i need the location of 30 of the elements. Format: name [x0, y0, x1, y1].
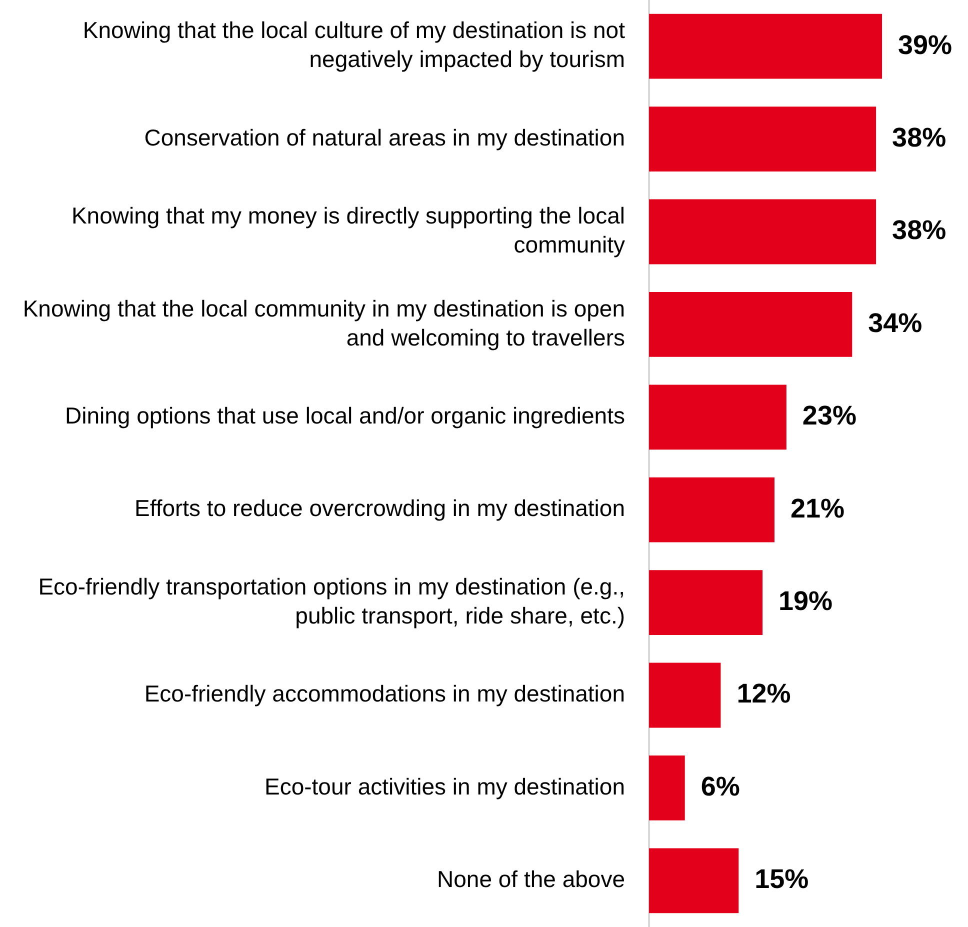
y-tick-label: Eco-friendly accommodations in my destination — [144, 680, 625, 707]
bar — [649, 570, 763, 635]
bar — [649, 662, 721, 728]
bar — [649, 477, 774, 542]
y-tick-label: Eco-tour activities in my destination — [264, 773, 625, 800]
data-label: 39% — [898, 30, 952, 60]
bar — [649, 384, 786, 450]
data-label: 21% — [790, 493, 845, 524]
bar — [649, 14, 882, 79]
data-label: 38% — [892, 122, 946, 153]
data-label: 15% — [754, 864, 809, 894]
bar — [649, 106, 876, 172]
bar — [649, 292, 852, 357]
bar — [649, 848, 739, 914]
y-tick-label: Dining options that use local and/or organic ingredients — [64, 402, 625, 428]
data-label: 23% — [802, 400, 856, 431]
y-tick-label: Eco-friendly transportation options in my destination (e.g., public transport, ride share, etc.) — [38, 573, 625, 628]
y-tick-label: Knowing that my money is directly supporting the local community — [71, 202, 626, 258]
y-tick-label: None of the above — [437, 866, 625, 892]
data-label: 6% — [700, 771, 740, 802]
bar — [649, 756, 685, 820]
data-label: 38% — [892, 215, 946, 246]
y-tick-label: Efforts to reduce overcrowding in my destination — [134, 495, 625, 522]
y-tick-label: Knowing that the local community in my destination is open and welcoming to travellers — [22, 295, 625, 350]
y-tick-label: Knowing that the local culture of my destination is not negatively impacted by tourism — [82, 17, 626, 72]
y-tick-label: Conservation of natural areas in my destination — [144, 124, 625, 150]
bar — [649, 199, 876, 264]
data-label: 19% — [778, 586, 833, 616]
data-label: 12% — [736, 678, 791, 709]
data-label: 34% — [868, 308, 922, 338]
